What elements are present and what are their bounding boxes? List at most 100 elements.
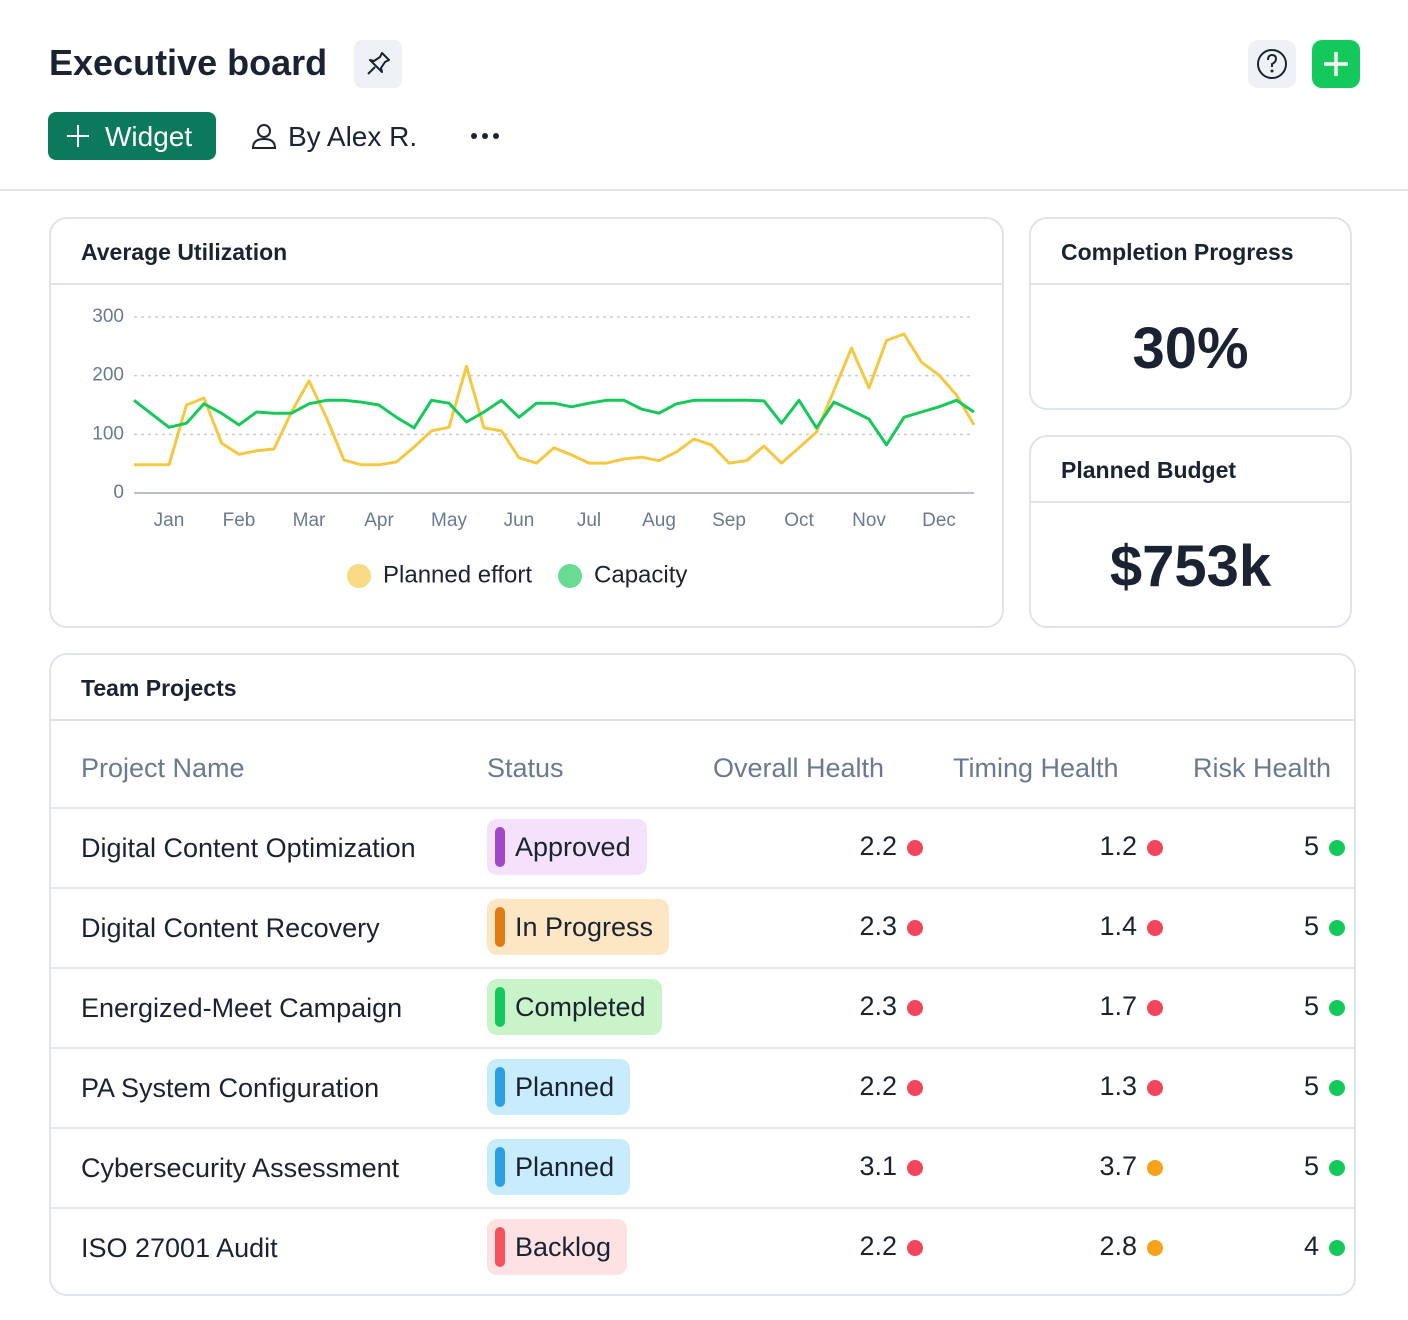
health-value: 2.3 — [859, 911, 897, 941]
health-value: 2.2 — [859, 1231, 897, 1261]
header-divider — [0, 189, 1408, 191]
health-value: 5 — [1303, 911, 1319, 941]
project-name: ISO 27001 Audit — [81, 1233, 278, 1263]
health-dot — [907, 1240, 923, 1256]
health-dot — [907, 920, 923, 936]
status-label: Backlog — [515, 1231, 612, 1262]
status-badge: Approved — [487, 819, 647, 875]
health-value: 5 — [1303, 991, 1319, 1021]
health-dot — [1329, 1000, 1345, 1016]
row-divider — [51, 967, 1354, 969]
health-value: 2.3 — [859, 991, 897, 1021]
column-header: Status — [487, 753, 564, 783]
status-bar — [495, 1067, 505, 1107]
x-tick-label: Apr — [364, 510, 394, 531]
plus-icon — [67, 125, 89, 147]
health-value: 1.7 — [1099, 991, 1137, 1021]
line-series — [133, 398, 975, 447]
health-value: 5 — [1303, 1151, 1319, 1181]
status-label: Approved — [515, 831, 631, 862]
health-dot — [1329, 840, 1345, 856]
pin-icon — [367, 52, 390, 75]
status-label: Planned — [515, 1071, 615, 1102]
more-icon[interactable] — [468, 126, 502, 146]
plus-icon — [1324, 52, 1348, 76]
status-badge: Planned — [487, 1139, 631, 1195]
status-bar — [495, 1227, 505, 1267]
project-name: Cybersecurity Assessment — [81, 1153, 400, 1183]
health-dot — [1329, 920, 1345, 936]
x-tick-label: Jun — [504, 510, 535, 531]
project-name: Energized-Meet Campaign — [81, 993, 403, 1023]
row-divider — [51, 1127, 1354, 1129]
table-card: Team Projects Project Name Status Overall … — [49, 653, 1356, 1296]
project-name: Digital Content Optimization — [81, 833, 416, 863]
card-divider — [51, 719, 1354, 721]
table-title: Team Projects — [81, 675, 237, 701]
project-name: PA System Configuration — [81, 1073, 380, 1103]
health-value: 3.1 — [859, 1151, 897, 1181]
health-value: 1.2 — [1099, 831, 1137, 861]
user-icon — [251, 124, 277, 149]
health-dot — [1329, 1160, 1345, 1176]
kpi-title: Planned Budget — [1061, 457, 1237, 483]
column-header: Project Name — [81, 753, 245, 783]
x-tick-label: Oct — [784, 510, 814, 531]
kpi-card: Planned Budget $753k — [1029, 435, 1352, 628]
x-tick-label: Feb — [223, 510, 256, 531]
y-tick-label: 100 — [92, 423, 124, 444]
health-dot — [1147, 1000, 1163, 1016]
health-dot — [1329, 1080, 1345, 1096]
status-badge: In Progress — [487, 899, 670, 955]
widget-button[interactable]: Widget — [48, 112, 216, 160]
legend-label: Planned effort — [383, 561, 532, 588]
x-tick-label: Mar — [293, 510, 326, 531]
health-dot — [1147, 840, 1163, 856]
line-series — [134, 332, 976, 467]
health-value: 1.4 — [1099, 911, 1137, 941]
x-tick-label: Jul — [577, 510, 601, 531]
x-tick-label: Sep — [712, 510, 746, 531]
status-bar — [495, 827, 505, 867]
pin-button[interactable] — [354, 40, 402, 88]
x-tick-label: May — [431, 510, 467, 531]
health-dot — [907, 1160, 923, 1176]
row-divider — [51, 887, 1354, 889]
health-dot — [1147, 1080, 1163, 1096]
legend-label: Capacity — [594, 561, 687, 588]
health-value: 3.7 — [1099, 1151, 1137, 1181]
card-divider — [1031, 283, 1350, 285]
status-badge: Backlog — [487, 1219, 628, 1275]
row-divider — [51, 807, 1354, 809]
help-button[interactable] — [1248, 40, 1296, 88]
kpi-value: $753k — [1109, 534, 1272, 599]
row-divider — [51, 1047, 1354, 1049]
card-divider — [51, 283, 1002, 285]
x-tick-label: Nov — [852, 510, 886, 531]
health-value: 1.3 — [1099, 1071, 1137, 1101]
y-tick-label: 0 — [113, 482, 124, 503]
column-header: Risk Health — [1193, 753, 1332, 783]
status-label: Completed — [515, 991, 646, 1022]
health-dot — [1147, 1240, 1163, 1256]
add-button[interactable] — [1312, 40, 1360, 88]
health-dot — [907, 1080, 923, 1096]
chart: 0 100 200 300 Jan Feb Mar Apr May Jun Jul Aug Sep Oct… — [92, 306, 976, 588]
author[interactable]: By Alex R. — [288, 121, 418, 152]
health-value: 5 — [1303, 831, 1319, 861]
chart-card: Average Utilization 0 100 200 300 Jan Feb Mar A… — [49, 217, 1004, 628]
kpi-value: 30% — [1132, 316, 1249, 381]
card-divider — [1031, 501, 1350, 503]
status-bar — [495, 1147, 505, 1187]
status-label: Planned — [515, 1151, 615, 1182]
health-value: 2.8 — [1099, 1231, 1137, 1261]
x-tick-label: Jan — [154, 510, 185, 531]
status-bar — [495, 907, 505, 947]
help-icon — [1257, 49, 1287, 79]
column-header: Timing Health — [953, 753, 1119, 783]
health-value: 2.2 — [859, 1071, 897, 1101]
status-badge: Planned — [487, 1059, 631, 1115]
y-tick-label: 300 — [92, 306, 124, 327]
widget-label: Widget — [105, 121, 193, 152]
